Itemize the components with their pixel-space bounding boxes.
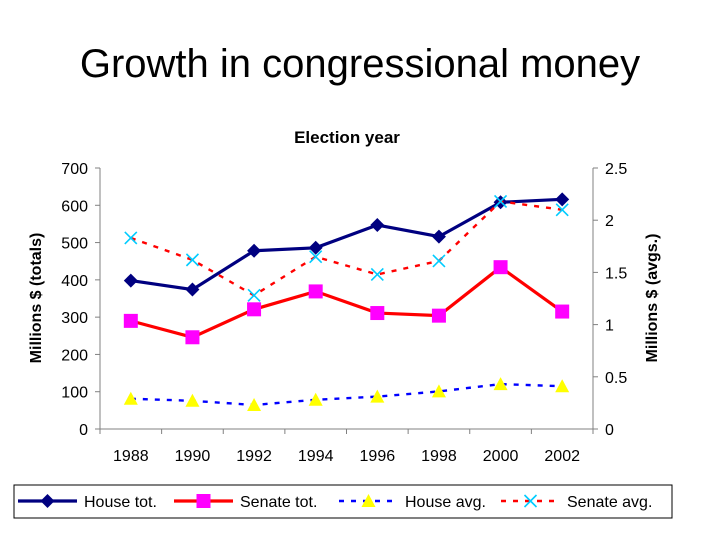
data-point	[493, 377, 508, 391]
left-tick-label: 300	[61, 310, 88, 327]
data-point	[247, 288, 261, 302]
legend-entry: Senate avg.	[501, 494, 652, 511]
data-point	[308, 240, 323, 255]
slide-title: Growth in congressional money	[79, 42, 641, 86]
data-point	[123, 273, 138, 288]
left-tick-label: 0	[79, 422, 88, 439]
series-line	[130, 382, 563, 407]
x-tick-label: 1994	[298, 448, 334, 465]
x-tick-label: 2002	[544, 448, 580, 465]
left-tick-label: 200	[61, 347, 88, 364]
data-point	[555, 203, 569, 217]
right-tick-label: 0.5	[605, 370, 627, 387]
series-line	[130, 265, 564, 339]
x-tick-label: 1990	[175, 448, 211, 465]
data-point	[123, 391, 138, 405]
chart-title: Election year	[294, 128, 400, 147]
data-point	[431, 229, 446, 244]
left-tick-label: 600	[61, 198, 88, 215]
data-point	[432, 254, 446, 268]
legend-swatch-marker	[40, 494, 55, 508]
series-house-tot	[123, 192, 570, 297]
x-tick-label: 1998	[421, 448, 457, 465]
data-point	[555, 379, 570, 393]
data-point	[247, 397, 262, 411]
data-point	[185, 330, 200, 345]
legend-swatch-marker	[361, 494, 376, 507]
series-line	[130, 197, 563, 292]
data-point	[555, 304, 570, 319]
data-point	[431, 384, 446, 398]
legend: House tot. Senate tot. House avg. Senate av…	[13, 484, 673, 519]
data-point	[124, 231, 138, 245]
data-point	[493, 194, 508, 208]
x-tick-label: 2000	[483, 448, 519, 465]
legend-entry: House tot.	[18, 494, 157, 511]
data-point	[370, 218, 385, 233]
data-point	[247, 243, 262, 258]
left-tick-label: 400	[61, 273, 88, 290]
data-point	[309, 250, 323, 264]
right-tick-label: 2	[605, 213, 614, 230]
data-point	[370, 306, 385, 321]
x-tick-label: 1992	[236, 448, 272, 465]
x-tick-label: 1988	[113, 448, 149, 465]
data-point	[308, 392, 323, 406]
data-point	[308, 284, 323, 299]
right-tick-label: 1.5	[605, 265, 627, 282]
axes: 0 100 200 300 400 500 600 700 0 0.5 1 1.5 2 2.5 1988 19…	[61, 161, 627, 465]
data-point	[185, 393, 200, 407]
legend-label: House avg.	[405, 494, 486, 511]
data-point	[370, 389, 385, 403]
legend-label: Senate tot.	[240, 494, 317, 511]
series-line	[130, 200, 563, 297]
left-axis-label: Millions $ (totals)	[28, 233, 45, 364]
series-house-avg	[123, 377, 570, 411]
series-layer	[123, 192, 570, 411]
legend-swatch-marker	[523, 494, 538, 508]
data-point	[431, 308, 446, 323]
series-senate-tot	[123, 260, 570, 345]
right-tick-label: 1	[605, 318, 614, 335]
data-point	[370, 267, 384, 282]
data-point	[185, 282, 200, 297]
right-tick-label: 2.5	[605, 161, 627, 178]
right-tick-label: 0	[605, 422, 614, 439]
data-point	[555, 192, 570, 207]
data-point	[123, 313, 138, 328]
x-tick-label: 1996	[360, 448, 396, 465]
data-point	[185, 253, 200, 267]
left-tick-label: 100	[61, 385, 88, 402]
right-axis-label: Millions $ (avgs.)	[644, 234, 661, 363]
legend-swatch-marker	[196, 494, 211, 508]
series-senate-avg	[124, 194, 569, 302]
legend-entry: Senate tot.	[174, 494, 317, 511]
left-tick-label: 500	[61, 236, 88, 253]
left-tick-label: 700	[61, 161, 88, 178]
legend-label: Senate avg.	[567, 494, 652, 511]
data-point	[247, 302, 262, 317]
data-point	[493, 260, 508, 275]
legend-entry: House avg.	[339, 494, 486, 511]
legend-label: House tot.	[84, 494, 157, 511]
